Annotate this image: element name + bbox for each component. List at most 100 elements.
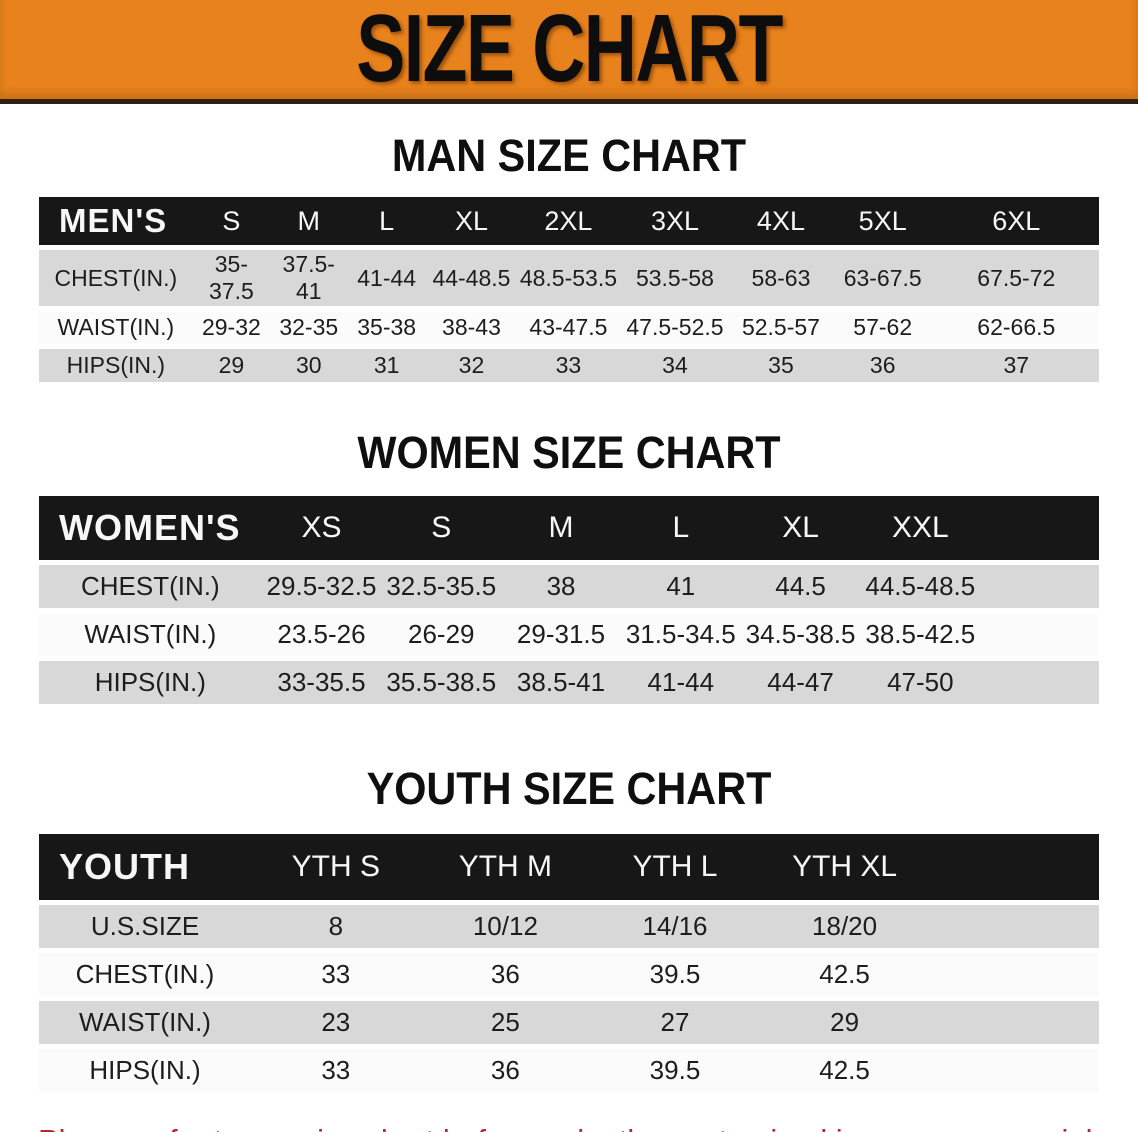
size-value: 34.5-38.5	[740, 613, 861, 656]
row-label: HIPS(IN.)	[39, 661, 262, 704]
row-spacer-cell	[929, 953, 1099, 996]
size-value: 26-29	[381, 613, 502, 656]
size-value: 29-32	[192, 311, 271, 344]
size-value: 29-31.5	[501, 613, 621, 656]
section-youth: YOUTH SIZE CHART YOUTH YTH S YTH M YTH L YTH…	[0, 709, 1138, 1097]
row-label: WAIST(IN.)	[39, 613, 262, 656]
table-row: CHEST(IN.) 33 36 39.5 42.5	[39, 953, 1099, 996]
size-value: 34	[619, 349, 731, 382]
size-value: 32-35	[270, 311, 348, 344]
table-label-header: YOUTH	[39, 834, 251, 900]
women-size-table: WOMEN'S XS S M L XL XXL CHEST(IN.) 29.5-32.5 32.5…	[39, 491, 1099, 709]
row-spacer-cell	[929, 1001, 1099, 1044]
banner-title: SIZE CHART	[356, 0, 783, 103]
row-spacer-cell	[929, 1049, 1099, 1092]
size-value: 67.5-72	[933, 250, 1099, 306]
size-value: 36	[420, 1049, 591, 1092]
size-value: 38	[501, 565, 621, 608]
header-row: YOUTH YTH S YTH M YTH L YTH XL	[39, 834, 1099, 900]
size-value: 62-66.5	[933, 311, 1099, 344]
table-row: CHEST(IN.) 35-37.5 37.5-41 41-44 44-48.5 48.5…	[39, 250, 1099, 306]
size-value: 33	[251, 953, 421, 996]
size-value: 37	[933, 349, 1099, 382]
size-value: 33	[517, 349, 620, 382]
size-value: 44.5	[740, 565, 861, 608]
size-value: 29	[759, 1001, 930, 1044]
size-value: 14/16	[590, 905, 760, 948]
table-label-header: WOMEN'S	[39, 496, 262, 560]
size-header-cell: XL	[740, 496, 861, 560]
header-row: WOMEN'S XS S M L XL XXL	[39, 496, 1099, 560]
size-value: 47.5-52.5	[619, 311, 731, 344]
section-title-women: WOMEN SIZE CHART	[357, 427, 781, 478]
row-label: CHEST(IN.)	[39, 953, 251, 996]
size-value: 23	[251, 1001, 421, 1044]
size-value: 63-67.5	[831, 250, 934, 306]
size-value: 38.5-41	[501, 661, 621, 704]
size-value: 42.5	[759, 953, 930, 996]
size-value: 44-47	[740, 661, 861, 704]
size-header-cell: S	[192, 197, 271, 245]
section-women: WOMEN SIZE CHART WOMEN'S XS S M L XL XXL CHEST(…	[0, 387, 1138, 709]
size-value: 44-48.5	[425, 250, 518, 306]
size-value: 25	[420, 1001, 591, 1044]
size-value: 30	[270, 349, 348, 382]
section-title-youth: YOUTH SIZE CHART	[366, 763, 772, 814]
size-value: 41-44	[347, 250, 426, 306]
size-header-cell: M	[501, 496, 621, 560]
row-spacer-cell	[980, 661, 1099, 704]
row-label: WAIST(IN.)	[39, 1001, 251, 1044]
header-row: MEN'S S M L XL 2XL 3XL 4XL 5XL 6XL	[39, 197, 1099, 245]
table-row: CHEST(IN.) 29.5-32.5 32.5-35.5 38 41 44.5 44.5…	[39, 565, 1099, 608]
size-header-cell: XS	[261, 496, 382, 560]
youth-size-table: YOUTH YTH S YTH M YTH L YTH XL U.S.SIZE 8 10/12…	[39, 829, 1099, 1097]
row-label: U.S.SIZE	[39, 905, 251, 948]
size-header-cell: YTH S	[251, 834, 421, 900]
size-header-cell: YTH XL	[759, 834, 930, 900]
row-spacer-cell	[929, 905, 1099, 948]
table-row: WAIST(IN.) 29-32 32-35 35-38 38-43 43-47.5 47.…	[39, 311, 1099, 344]
size-value: 41-44	[620, 661, 741, 704]
size-value: 10/12	[420, 905, 591, 948]
size-value: 35.5-38.5	[381, 661, 502, 704]
disclaimer: Please refer to our size chart before or…	[38, 1119, 1138, 1132]
size-value: 29	[192, 349, 271, 382]
size-value: 58-63	[730, 250, 832, 306]
size-value: 35-37.5	[192, 250, 271, 306]
disclaimer-line-1: Please refer to our size chart before or…	[38, 1119, 1138, 1132]
size-header-cell: YTH L	[590, 834, 760, 900]
row-label: WAIST(IN.)	[39, 311, 193, 344]
size-value: 47-50	[860, 661, 981, 704]
size-value: 32	[425, 349, 518, 382]
size-value: 39.5	[590, 1049, 760, 1092]
section-men: MAN SIZE CHART MEN'S S M L XL 2XL 3XL 4XL 5XL 6XL…	[0, 104, 1138, 387]
row-label: HIPS(IN.)	[39, 1049, 251, 1092]
size-header-cell: M	[270, 197, 348, 245]
size-value: 52.5-57	[730, 311, 832, 344]
size-value: 33-35.5	[261, 661, 382, 704]
table-row: HIPS(IN.) 29 30 31 32 33 34 35 36 37	[39, 349, 1099, 382]
size-value: 32.5-35.5	[381, 565, 502, 608]
table-row: U.S.SIZE 8 10/12 14/16 18/20	[39, 905, 1099, 948]
size-value: 31.5-34.5	[620, 613, 741, 656]
size-header-cell: 5XL	[831, 197, 934, 245]
size-value: 36	[420, 953, 591, 996]
size-header-cell: 2XL	[517, 197, 620, 245]
size-value: 37.5-41	[270, 250, 348, 306]
row-label: HIPS(IN.)	[39, 349, 193, 382]
row-label: CHEST(IN.)	[39, 565, 262, 608]
size-value: 33	[251, 1049, 421, 1092]
size-value: 57-62	[831, 311, 934, 344]
size-header-cell: 4XL	[730, 197, 832, 245]
size-value: 39.5	[590, 953, 760, 996]
size-value: 42.5	[759, 1049, 930, 1092]
size-header-cell: 6XL	[933, 197, 1099, 245]
table-row: HIPS(IN.) 33 36 39.5 42.5	[39, 1049, 1099, 1092]
row-label: CHEST(IN.)	[39, 250, 193, 306]
size-header-cell: 3XL	[619, 197, 731, 245]
size-value: 23.5-26	[261, 613, 382, 656]
size-header-cell: L	[347, 197, 426, 245]
men-size-table: MEN'S S M L XL 2XL 3XL 4XL 5XL 6XL CHEST(IN.) 35-37…	[39, 192, 1099, 387]
size-header-cell: S	[381, 496, 502, 560]
